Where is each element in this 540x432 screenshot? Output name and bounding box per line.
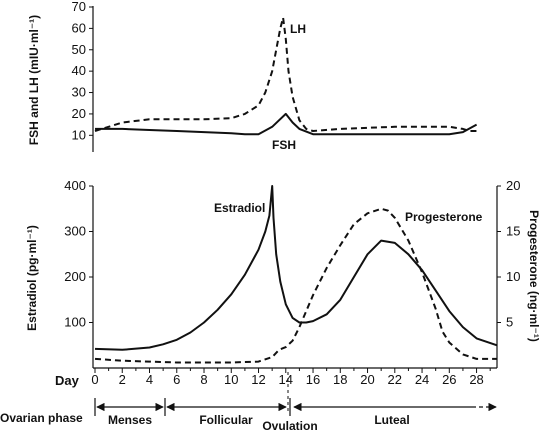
x-tick-label: 10 bbox=[224, 372, 238, 387]
estradiol-line bbox=[94, 185, 498, 351]
x-tick-label: 14 bbox=[279, 372, 293, 387]
x-tick-label: 0 bbox=[91, 372, 98, 387]
x-tick-label: 24 bbox=[415, 372, 429, 387]
lh-line bbox=[94, 16, 477, 132]
follicular-label: Follicular bbox=[199, 413, 253, 427]
phase-annotations: Ovarian phase Menses Follicular Ovulatio… bbox=[0, 372, 497, 432]
estradiol-tick-label: 100 bbox=[64, 315, 86, 330]
x-tick-label: 12 bbox=[251, 372, 265, 387]
estradiol-tick-label: 300 bbox=[64, 224, 86, 239]
x-tick-label: 8 bbox=[200, 372, 207, 387]
top-y-tick-label: 60 bbox=[72, 20, 86, 35]
estradiol-axis-label: Estradiol (pg·ml⁻¹) bbox=[25, 225, 39, 331]
x-tick-label: 20 bbox=[360, 372, 374, 387]
x-tick-label: 6 bbox=[173, 372, 180, 387]
ovulation-label: Ovulation bbox=[262, 419, 317, 432]
x-tick-label: 18 bbox=[333, 372, 347, 387]
progesterone-axis-label: Progesterone (ng·ml⁻¹) bbox=[527, 210, 540, 342]
top-y-tick-label: 70 bbox=[72, 0, 86, 14]
progesterone-tick-label: 5 bbox=[506, 315, 513, 330]
progesterone-label: Progesterone bbox=[405, 210, 483, 224]
x-axis-label: Day bbox=[55, 373, 80, 388]
fsh-label: FSH bbox=[272, 138, 296, 152]
estradiol-tick-label: 200 bbox=[64, 269, 86, 284]
x-tick-label: 26 bbox=[442, 372, 456, 387]
top-series bbox=[94, 16, 478, 136]
x-tick-label: 4 bbox=[146, 372, 153, 387]
lh-label: LH bbox=[290, 22, 306, 36]
progesterone-tick-label: 20 bbox=[506, 178, 520, 193]
top-y-axis-label: FSH and LH (mIU·ml⁻¹) bbox=[27, 15, 41, 145]
progesterone-tick-label: 15 bbox=[506, 224, 520, 239]
x-tick-label: 22 bbox=[388, 372, 402, 387]
menses-label: Menses bbox=[108, 413, 152, 427]
estradiol-label: Estradiol bbox=[214, 201, 265, 215]
progesterone-line bbox=[94, 207, 497, 364]
top-y-tick-label: 20 bbox=[72, 106, 86, 121]
x-tick-label: 28 bbox=[469, 372, 483, 387]
top-y-tick-label: 50 bbox=[72, 42, 86, 57]
x-tick-label: 16 bbox=[306, 372, 320, 387]
top-y-tick-label: 10 bbox=[72, 127, 86, 142]
top-y-tick-label: 30 bbox=[72, 85, 86, 100]
top-y-ticks: 10 20 30 40 50 60 70 bbox=[72, 0, 93, 142]
x-tick-label: 2 bbox=[119, 372, 126, 387]
estradiol-tick-label: 400 bbox=[64, 178, 86, 193]
progesterone-tick-label: 10 bbox=[506, 269, 520, 284]
fsh-line bbox=[95, 112, 478, 136]
ovarian-phase-title: Ovarian phase bbox=[0, 411, 83, 425]
bottom-series bbox=[94, 185, 498, 364]
luteal-label: Luteal bbox=[374, 413, 409, 427]
top-y-tick-label: 40 bbox=[72, 63, 86, 78]
